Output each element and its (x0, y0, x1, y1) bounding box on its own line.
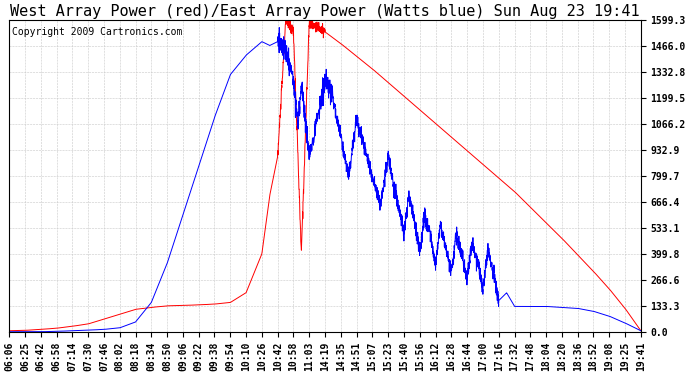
Text: Copyright 2009 Cartronics.com: Copyright 2009 Cartronics.com (12, 27, 183, 36)
Title: West Array Power (red)/East Array Power (Watts blue) Sun Aug 23 19:41: West Array Power (red)/East Array Power … (10, 4, 640, 19)
